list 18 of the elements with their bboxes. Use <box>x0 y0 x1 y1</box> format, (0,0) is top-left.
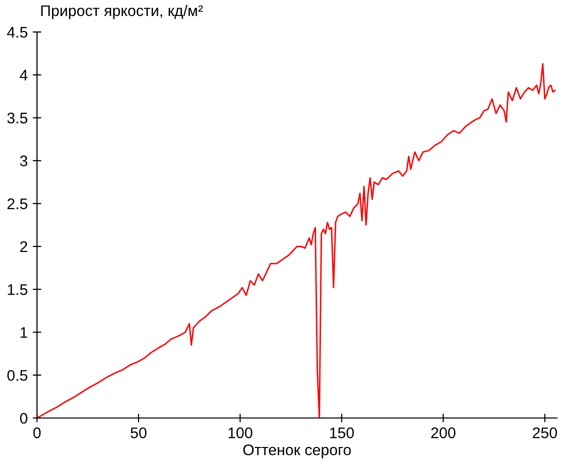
y-tick-label: 3.5 <box>7 112 28 124</box>
x-tick-label: 100 <box>228 427 252 438</box>
x-tick-label: 50 <box>130 427 146 438</box>
x-tick-label: 250 <box>532 427 557 438</box>
y-tick-label: 0 <box>20 412 28 424</box>
y-tick-label: 4 <box>20 70 28 80</box>
y-tick-label: 2 <box>20 241 28 252</box>
y-tick-label: 1.5 <box>8 284 28 296</box>
y-tick-label: 3 <box>20 156 28 166</box>
y-tick-label: 0.5 <box>7 370 28 381</box>
x-tick-label: 0 <box>33 427 41 438</box>
y-tick-label: 1 <box>20 327 28 338</box>
y-tick-label: 4.5 <box>7 27 28 38</box>
x-axis-title: Оттенок серого <box>243 444 351 458</box>
x-tick-label: 150 <box>330 427 354 438</box>
chart-title: Прирост яркости, кд/м² <box>41 4 203 20</box>
y-tick-label: 2.5 <box>8 198 28 210</box>
x-tick-label: 200 <box>431 427 456 438</box>
